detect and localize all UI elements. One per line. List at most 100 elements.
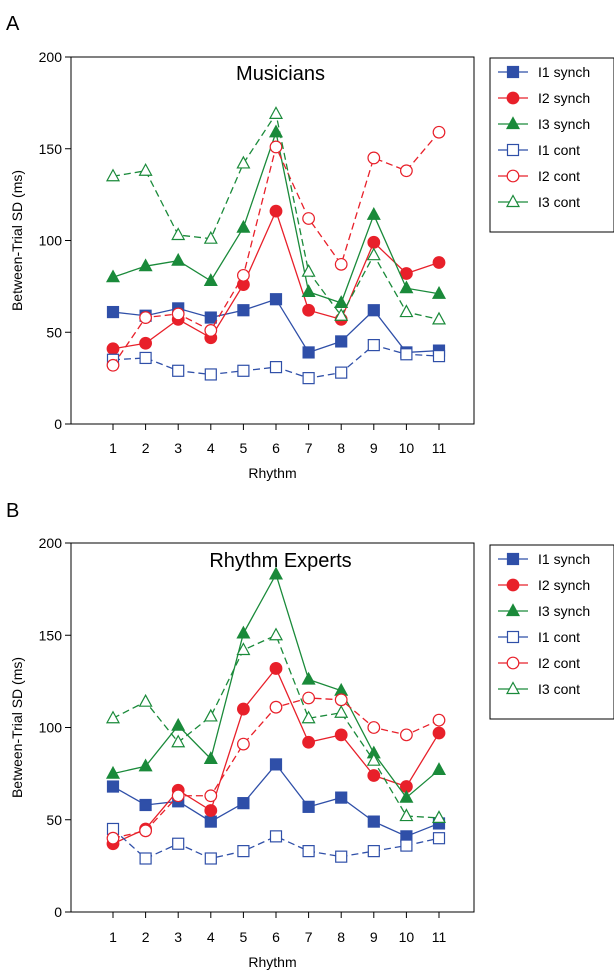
x-tick-label: 7 — [305, 929, 313, 945]
x-tick-label: 4 — [207, 440, 215, 456]
y-tick-label: 200 — [39, 535, 63, 551]
data-point — [432, 125, 446, 139]
data-point — [139, 852, 152, 865]
data-point — [302, 303, 316, 317]
series-line — [112, 667, 440, 845]
data-point — [236, 625, 251, 639]
data-point — [432, 726, 446, 740]
x-tick-label: 1 — [109, 929, 117, 945]
data-point — [106, 358, 120, 372]
x-axis-label: Rhythm — [248, 954, 296, 970]
data-point — [171, 307, 185, 321]
data-point — [236, 702, 250, 716]
data-point — [138, 258, 153, 272]
legend-marker — [505, 681, 521, 695]
legend-marker — [505, 603, 521, 617]
data-point — [334, 307, 349, 321]
data-point — [367, 235, 381, 249]
data-point — [399, 280, 414, 294]
data-point — [236, 268, 250, 282]
legend-marker — [506, 578, 520, 592]
legend-marker — [505, 116, 521, 130]
x-tick-label: 2 — [142, 440, 150, 456]
data-point — [367, 845, 380, 858]
data-point — [105, 269, 121, 283]
data-point — [302, 212, 316, 225]
series-line — [112, 634, 440, 819]
data-point — [268, 106, 284, 119]
chart-title: Musicians — [236, 63, 325, 85]
x-tick-label: 2 — [142, 929, 150, 945]
series-i3-cont — [105, 106, 447, 325]
data-point — [138, 693, 153, 707]
data-point — [302, 346, 315, 359]
data-point — [237, 845, 250, 858]
data-point — [269, 204, 283, 218]
data-point — [301, 263, 316, 277]
x-tick-label: 5 — [240, 440, 248, 456]
x-tick-label: 11 — [432, 440, 447, 456]
plot-frame — [70, 542, 475, 913]
x-tick-label: 1 — [109, 440, 117, 456]
data-point — [171, 789, 185, 803]
data-point — [204, 368, 217, 381]
data-point — [139, 798, 152, 812]
legend-marker — [506, 169, 520, 183]
data-point — [204, 324, 218, 337]
legend-label: I2 synch — [538, 90, 590, 106]
data-point — [335, 366, 348, 379]
data-point — [301, 671, 316, 685]
series-i2-cont — [106, 691, 446, 845]
legend: I1 synch I2 synch I3 synch I1 cont I2 cont I3… — [489, 544, 614, 720]
legend-marker — [506, 630, 520, 644]
data-point — [236, 155, 251, 169]
data-point — [302, 800, 315, 813]
data-point — [268, 627, 284, 641]
data-point — [432, 713, 446, 727]
data-point — [432, 256, 446, 269]
y-axis-label: Between-Trial SD (ms) — [9, 657, 25, 798]
x-tick-label: 7 — [305, 440, 313, 456]
series-line — [112, 828, 440, 860]
data-point — [204, 804, 218, 817]
data-point — [203, 708, 218, 722]
data-point — [367, 815, 380, 828]
data-point — [301, 710, 316, 724]
data-point — [203, 751, 218, 764]
data-point — [171, 252, 186, 266]
data-point — [171, 734, 186, 748]
legend-label: I3 cont — [538, 681, 580, 697]
y-tick-label: 100 — [39, 233, 63, 249]
series-i3-cont — [105, 627, 447, 824]
data-point — [400, 164, 413, 178]
data-point — [204, 852, 217, 865]
data-point — [203, 230, 218, 244]
series-line — [112, 129, 440, 304]
data-point — [268, 124, 284, 138]
data-point — [172, 837, 185, 850]
x-tick-label: 10 — [399, 440, 415, 456]
chart-title: Rhythm Experts — [209, 550, 351, 572]
legend: I1 synch I2 synch I3 synch I1 cont I2 cont I3… — [489, 57, 614, 233]
data-point — [269, 662, 283, 675]
panel-letter: B — [6, 500, 19, 522]
data-point — [237, 304, 250, 317]
data-point — [106, 305, 120, 319]
data-point — [334, 728, 348, 742]
x-tick-label: 9 — [370, 440, 378, 456]
data-point — [105, 765, 121, 779]
x-tick-label: 4 — [207, 929, 215, 945]
legend-label: I1 synch — [538, 551, 590, 567]
data-point — [171, 717, 186, 731]
data-point — [400, 839, 413, 852]
series-i2-synch — [106, 662, 446, 851]
series-line — [112, 298, 440, 354]
data-point — [269, 830, 283, 843]
data-point — [105, 168, 121, 182]
x-tick-label: 3 — [174, 929, 182, 945]
x-tick-label: 11 — [432, 929, 447, 945]
legend-label: I3 synch — [538, 116, 590, 132]
data-point — [237, 797, 250, 810]
data-point — [236, 219, 251, 233]
data-point — [105, 710, 121, 724]
